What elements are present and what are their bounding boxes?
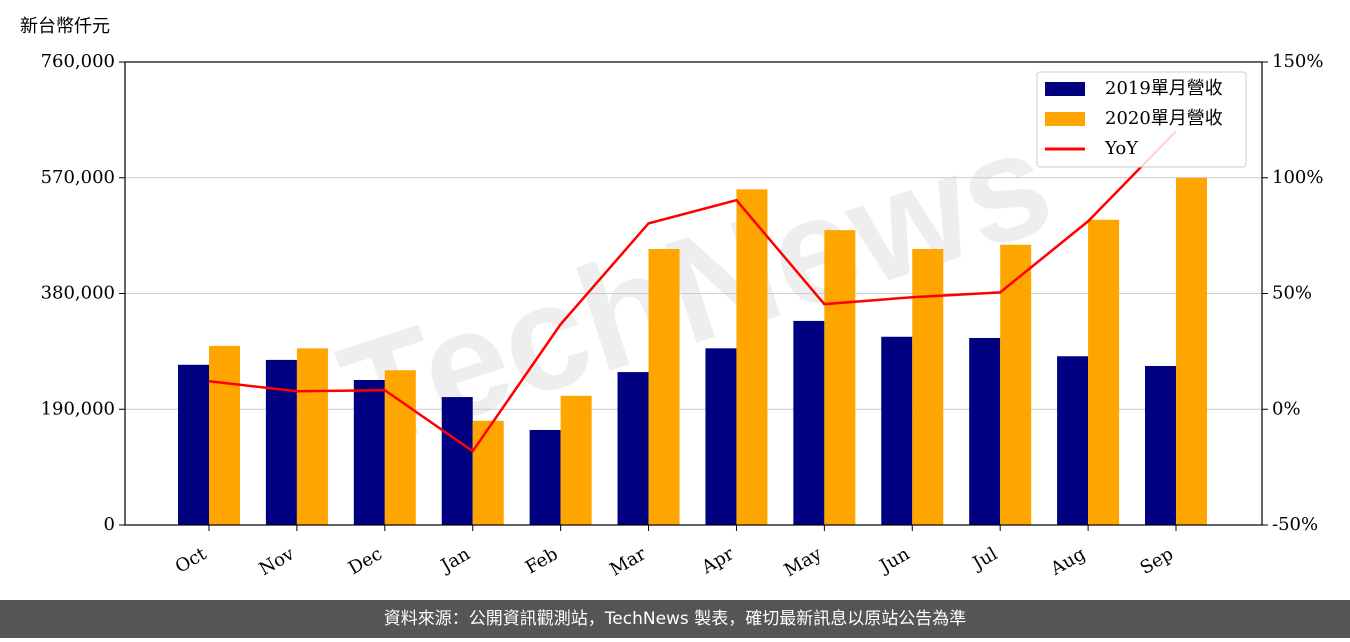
bar (265, 359, 297, 525)
bar (1057, 356, 1089, 525)
bar (529, 429, 561, 525)
bar (793, 320, 825, 525)
legend-swatch (1045, 82, 1085, 96)
y-tick-label: 380,000 (41, 283, 115, 304)
bar (1176, 177, 1207, 525)
y-tick-label: 0 (104, 514, 115, 535)
bar (296, 348, 328, 525)
y2-tick-label: 50% (1272, 283, 1312, 304)
bar (1145, 365, 1176, 525)
bar (178, 364, 209, 525)
legend-label: YoY (1104, 138, 1139, 159)
x-tick-label: Mar (606, 543, 650, 580)
y2-tick-label: 150% (1272, 51, 1323, 72)
y2-tick-label: -50% (1272, 514, 1318, 535)
unit-label: 新台幣仟元 (20, 16, 110, 37)
bar (441, 397, 473, 525)
legend-swatch (1045, 112, 1085, 126)
legend-box (1036, 71, 1247, 168)
bar (881, 336, 913, 525)
bar (1000, 244, 1032, 525)
footer-bar (0, 600, 1350, 638)
y2-tick-label: 100% (1272, 167, 1323, 188)
x-tick-label: Sep (1137, 543, 1177, 578)
bar (209, 345, 240, 525)
legend-label: 2020單月營收 (1105, 108, 1223, 129)
line (208, 130, 1177, 453)
y2-tick-label: 0% (1272, 398, 1301, 419)
bar (472, 420, 504, 525)
x-tick-label: Nov (256, 543, 299, 580)
bar (560, 395, 592, 525)
y-tick-label: 760,000 (41, 51, 115, 72)
plot-frame (124, 61, 1263, 526)
x-tick-label: Oct (172, 543, 211, 578)
x-tick-label: Jun (875, 543, 914, 578)
x-tick-label: Apr (697, 543, 737, 578)
bar (969, 337, 1001, 525)
bar (617, 372, 649, 525)
x-tick-label: Jul (968, 543, 1002, 575)
bar (824, 230, 856, 526)
bar (353, 380, 385, 525)
bar (736, 189, 768, 525)
bar (384, 370, 416, 525)
x-tick-label: Feb (522, 543, 562, 578)
legend: 2019單月營收 2020單月營收 YoY (1036, 71, 1247, 168)
watermark: TechNews (323, 95, 1070, 481)
bar (1088, 219, 1120, 525)
bar (648, 249, 680, 525)
x-tick-label: Aug (1046, 543, 1089, 580)
y-tick-label: 570,000 (41, 167, 115, 188)
source-note: 資料來源：公開資訊觀測站，TechNews 製表，確切最新訊息以原站公告為準 (384, 609, 966, 629)
y-tick-label: 190,000 (41, 398, 115, 419)
x-tick-label: Dec (345, 543, 386, 579)
x-tick-label: Jan (436, 543, 474, 577)
x-tick-label: May (781, 543, 826, 581)
bar (705, 348, 737, 525)
legend-label: 2019單月營收 (1105, 78, 1223, 99)
bar (912, 249, 944, 525)
